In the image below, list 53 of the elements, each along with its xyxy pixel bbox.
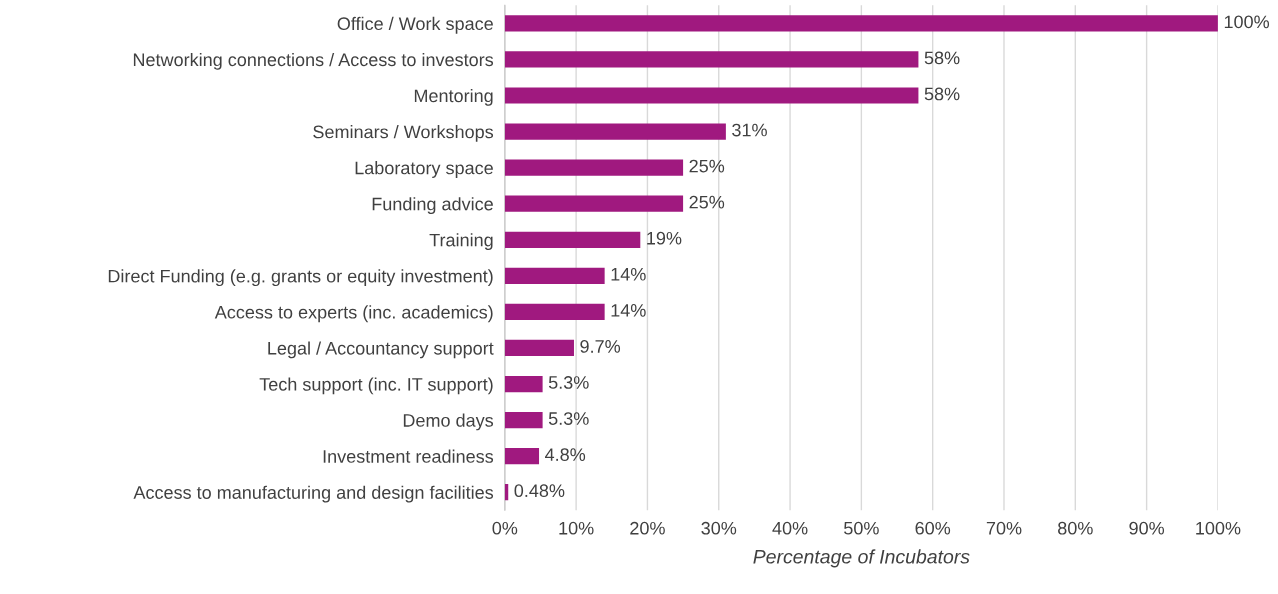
bar bbox=[504, 339, 574, 357]
y-tick-label: Training bbox=[429, 233, 493, 251]
x-tick-label: 100% bbox=[1196, 521, 1241, 535]
x-tick-label: 30% bbox=[701, 521, 737, 535]
y-tick-label: Laboratory space bbox=[355, 161, 493, 178]
x-tick-label: 10% bbox=[559, 521, 594, 535]
x-tick-label: 60% bbox=[915, 521, 951, 535]
bar bbox=[504, 15, 1218, 32]
y-tick-label: Funding advice bbox=[372, 197, 493, 214]
x-tick-label: 20% bbox=[630, 521, 665, 535]
y-tick-label: Access to experts (inc. academics) bbox=[214, 305, 493, 323]
y-tick-label: Tech support (inc. IT support) bbox=[259, 377, 493, 395]
data-label: 31% bbox=[732, 123, 767, 137]
x-tick-label: 40% bbox=[772, 521, 808, 535]
data-label: 0.48% bbox=[514, 484, 565, 498]
data-label: 100% bbox=[1224, 15, 1270, 29]
data-label: 4.8% bbox=[545, 448, 586, 461]
x-tick-label: 80% bbox=[1058, 521, 1093, 535]
bar bbox=[504, 51, 919, 68]
bar bbox=[504, 303, 605, 321]
y-tick-label: Office / Work space bbox=[337, 16, 493, 34]
bar bbox=[504, 159, 684, 176]
bar bbox=[504, 448, 540, 465]
y-tick-label: Direct Funding (e.g. grants or equity investment) bbox=[108, 269, 493, 287]
y-tick-label: Networking connections / Access to investors bbox=[133, 52, 494, 70]
bar bbox=[504, 87, 919, 104]
data-label: 9.7% bbox=[580, 340, 621, 353]
data-label: 14% bbox=[611, 267, 646, 281]
x-tick-label: 0% bbox=[492, 521, 518, 535]
bar bbox=[504, 411, 543, 429]
data-label: 5.3% bbox=[548, 376, 589, 389]
x-axis-title: Percentage of Incubators bbox=[753, 549, 970, 568]
y-tick-label: Seminars / Workshops bbox=[313, 125, 494, 142]
bar bbox=[504, 231, 641, 248]
data-label: 19% bbox=[647, 231, 682, 245]
data-label: 14% bbox=[611, 304, 646, 317]
y-tick-label: Legal / Accountancy support bbox=[268, 341, 494, 359]
bar bbox=[504, 267, 605, 284]
data-label: 58% bbox=[924, 87, 960, 101]
bar bbox=[504, 195, 684, 212]
y-tick-label: Mentoring bbox=[414, 88, 493, 106]
data-label: 25% bbox=[689, 159, 725, 173]
x-tick-label: 70% bbox=[986, 521, 1022, 535]
data-label: 25% bbox=[689, 195, 725, 209]
y-tick-label: Access to manufacturing and design facilities bbox=[133, 485, 494, 503]
y-tick-label: Investment readiness bbox=[323, 449, 494, 463]
y-tick-label: Demo days bbox=[403, 413, 494, 431]
x-tick-label: 50% bbox=[844, 521, 879, 535]
bar bbox=[504, 123, 726, 140]
data-label: 5.3% bbox=[548, 412, 589, 425]
bar bbox=[504, 375, 543, 393]
data-label: 58% bbox=[924, 51, 960, 65]
x-tick-label: 90% bbox=[1129, 521, 1165, 535]
